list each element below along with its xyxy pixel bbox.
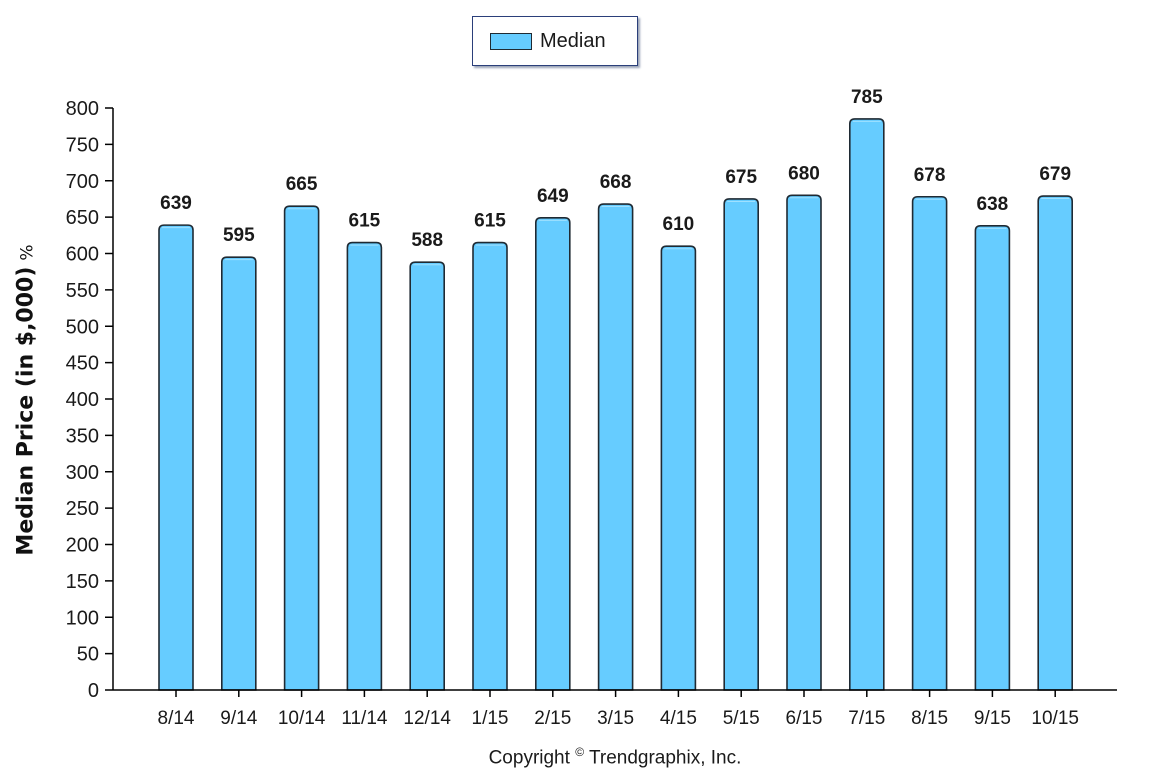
x-tick-label-5/15: 5/15 [723, 708, 760, 729]
bar-10/15 [1037, 195, 1073, 691]
y-axis-title: Median Price (in $,000)% [14, 244, 39, 555]
data-label-8/14: 639 [160, 193, 192, 214]
x-tick-label-8/14: 8/14 [158, 708, 195, 729]
y-tick-label: 300 [66, 462, 99, 484]
x-tick-label-10/15: 10/15 [1031, 708, 1079, 729]
y-tick-label: 650 [66, 207, 99, 229]
y-tick-label: 100 [66, 607, 99, 629]
y-tick-label: 350 [66, 425, 99, 447]
bar-8/15 [911, 195, 948, 691]
x-tick-label-12/14: 12/14 [403, 708, 451, 729]
copyright-owner: Trendgraphix, Inc. [588, 747, 742, 769]
bar-2/15 [535, 217, 571, 691]
bar-12/14 [409, 261, 445, 691]
x-tick-label-1/15: 1/15 [472, 708, 509, 729]
x-tick-label-6/15: 6/15 [786, 708, 823, 729]
data-label-10/14: 665 [286, 174, 318, 195]
y-tick-label: 450 [66, 353, 99, 375]
bar-8/14 [158, 224, 194, 691]
y-tick-label: 0 [88, 680, 99, 702]
bar-11/14 [346, 241, 383, 691]
x-tick-label-9/14: 9/14 [220, 708, 257, 729]
bar-1/15 [472, 241, 508, 691]
data-label-2/15: 649 [537, 186, 569, 207]
x-tick-label-2/15: 2/15 [534, 708, 571, 729]
y-axis-title-text: Median Price (in $,000) [13, 266, 39, 556]
x-tick-label-10/14: 10/14 [278, 708, 326, 729]
y-axis-title-suffix: % [17, 244, 38, 261]
data-label-5/15: 675 [725, 167, 757, 188]
bar-6/15 [786, 194, 822, 691]
data-label-11/14: 615 [349, 211, 381, 232]
y-tick-label: 800 [66, 98, 99, 120]
y-tick-label: 400 [66, 389, 99, 411]
copyright-footer: Copyright © Trendgraphix, Inc. [489, 745, 742, 769]
data-label-9/15: 638 [977, 194, 1009, 215]
x-tick-label-8/15: 8/15 [911, 708, 948, 729]
data-label-7/15: 785 [851, 87, 883, 108]
y-tick-label: 50 [77, 644, 99, 666]
data-label-4/15: 610 [663, 214, 695, 235]
bar-7/15 [849, 118, 885, 691]
copyright-symbol: © [575, 745, 585, 759]
bar-series-median [158, 118, 1073, 691]
x-axis-ticks: 8/14 9/14 10/14 11/14 12/14 1/15 2/15 3/15 4/15 5… [158, 690, 1079, 729]
data-label-3/15: 668 [600, 172, 632, 193]
data-label-1/15: 615 [474, 211, 506, 232]
x-tick-label-3/15: 3/15 [597, 708, 634, 729]
bar-5/15 [723, 198, 759, 691]
y-axis-ticks: 0 50 100 150 200 250 300 350 400 450 500 550 600 650 7… [66, 98, 113, 702]
bar-3/15 [597, 203, 634, 691]
data-label-12/14: 588 [411, 230, 443, 251]
data-labels: 639 595 665 615 588 615 649 668 610 675 680 785 678 6… [160, 87, 1071, 251]
legend-label-median: Median [540, 29, 606, 52]
x-tick-label-7/15: 7/15 [848, 708, 885, 729]
y-tick-label: 200 [66, 535, 99, 557]
bar-9/15 [974, 225, 1011, 691]
y-tick-label: 750 [66, 134, 99, 156]
legend: Median [472, 16, 638, 66]
legend-swatch-median [490, 32, 532, 50]
bar-4/15 [660, 245, 697, 691]
copyright-prefix: Copyright [488, 747, 570, 769]
y-tick-label: 500 [66, 316, 99, 338]
data-label-10/15: 679 [1039, 164, 1071, 185]
data-label-6/15: 680 [788, 163, 820, 184]
x-tick-label-9/15: 9/15 [974, 708, 1011, 729]
data-label-9/14: 595 [223, 225, 255, 246]
y-tick-label: 150 [66, 571, 99, 593]
y-tick-label: 600 [66, 244, 99, 266]
y-tick-label: 250 [66, 498, 99, 520]
x-tick-label-4/15: 4/15 [660, 708, 697, 729]
bar-9/14 [221, 256, 257, 691]
x-tick-label-11/14: 11/14 [341, 708, 388, 729]
y-tick-label: 700 [66, 171, 99, 193]
data-label-8/15: 678 [914, 165, 946, 186]
bar-10/14 [283, 205, 320, 691]
y-tick-label: 550 [66, 280, 99, 302]
